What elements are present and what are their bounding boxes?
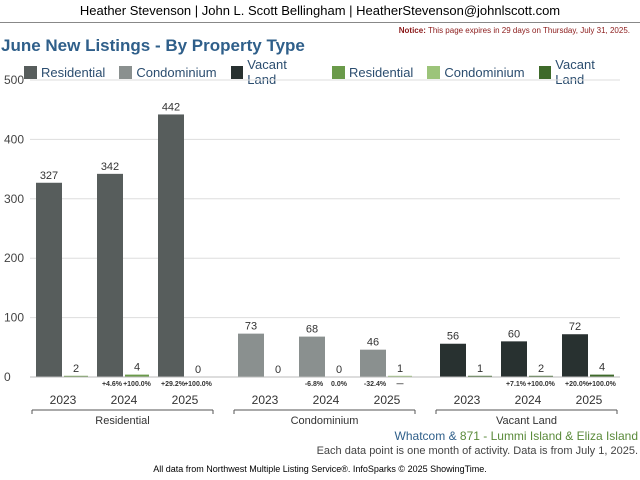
bar-value-label: 4 [134, 362, 140, 374]
legend-label: Condominium [444, 64, 525, 80]
x-tick-year: 2023 [50, 393, 77, 407]
area-primary: Whatcom [394, 429, 446, 443]
legend-label: Residential [349, 64, 414, 80]
bar-value-label: 73 [245, 321, 257, 333]
pct-change-label: 0.0% [331, 381, 348, 388]
bar-value-label: 56 [447, 331, 459, 343]
legend-swatch [332, 65, 345, 79]
bar-value-label: 327 [40, 170, 58, 182]
bar-secondary [590, 374, 614, 377]
bar-primary [97, 173, 123, 377]
expiry-notice: Notice: This page expires in 29 days on … [399, 26, 630, 35]
bar-primary [440, 343, 466, 377]
bar-value-label: 442 [162, 101, 180, 113]
legend-item[interactable]: Condominium [427, 57, 525, 87]
x-tick-year: 2024 [111, 393, 138, 407]
bar-value-label: 1 [397, 363, 403, 375]
legend-item[interactable]: Residential [24, 57, 105, 87]
bar-value-label: 342 [101, 161, 119, 173]
legend-swatch [24, 65, 37, 79]
bar-value-label: 4 [599, 362, 605, 374]
pct-change-label: -6.8% [305, 381, 324, 388]
area-secondary: 871 - Lummi Island & Eliza Island [459, 429, 638, 443]
group-label: Condominium [291, 415, 359, 427]
page-header: Heather Stevenson | John L. Scott Bellin… [0, 0, 640, 23]
y-tick-label: 200 [4, 251, 24, 265]
legend-item[interactable]: Condominium [119, 57, 217, 87]
bar-secondary [529, 375, 553, 377]
x-tick-year: 2023 [252, 393, 279, 407]
pct-change-label: +7.1% [506, 381, 527, 388]
y-tick-label: 300 [4, 192, 24, 206]
pct-change-label: +29.2% [161, 381, 186, 388]
legend-label: Condominium [136, 64, 217, 80]
group-label: Vacant Land [496, 415, 557, 427]
bar-value-label: 46 [367, 337, 379, 349]
bar-value-label: 0 [195, 364, 201, 376]
bar-primary [360, 349, 386, 377]
legend-item[interactable]: Residential [332, 57, 413, 87]
bar-secondary [64, 375, 88, 377]
x-tick-year: 2025 [172, 393, 199, 407]
area-label: Whatcom & 871 - Lummi Island & Eliza Isl… [395, 429, 638, 443]
bar-primary [36, 182, 62, 377]
bar-value-label: 1 [477, 363, 483, 375]
legend-swatch [538, 65, 552, 79]
bar-value-label: 72 [569, 321, 581, 333]
bar-value-label: 60 [508, 328, 520, 340]
bar-value-label: 2 [73, 363, 79, 375]
bar-primary [562, 334, 588, 377]
y-tick-label: 400 [4, 132, 24, 146]
bar-primary [238, 333, 264, 377]
legend-swatch [230, 65, 244, 79]
legend-swatch [119, 65, 133, 79]
bar-secondary [388, 375, 412, 377]
pct-change-label: -32.4% [364, 381, 387, 388]
pct-change-label: +100.0% [588, 381, 617, 388]
bar-value-label: 0 [336, 364, 342, 376]
bar-value-label: 68 [306, 324, 318, 336]
pct-change-label: +20.0% [565, 381, 590, 388]
x-tick-year: 2025 [576, 393, 603, 407]
bar-primary [501, 341, 527, 377]
bar-secondary [125, 374, 149, 377]
area-join: & [445, 429, 460, 443]
pct-change-label: +100.0% [184, 381, 213, 388]
group-label: Residential [95, 415, 149, 427]
bar-primary [158, 114, 184, 377]
agent-contact-line: Heather Stevenson | John L. Scott Bellin… [79, 3, 561, 18]
pct-change-label: — [397, 381, 404, 388]
x-tick-year: 2025 [374, 393, 401, 407]
pct-change-label: +100.0% [123, 381, 152, 388]
y-tick-label: 0 [4, 370, 11, 384]
legend-label: Residential [41, 64, 106, 80]
bar-value-label: 2 [538, 363, 544, 375]
notice-label: Notice: [398, 26, 426, 35]
pct-change-label: +4.6% [102, 381, 123, 388]
legend-swatch [427, 65, 441, 79]
y-tick-label: 100 [4, 311, 24, 325]
notice-text: This page expires in 29 days on Thursday… [425, 26, 630, 35]
x-tick-year: 2024 [515, 393, 542, 407]
bar-primary [299, 336, 325, 377]
bar-secondary [468, 375, 492, 377]
data-credits: All data from Northwest Multiple Listing… [153, 464, 487, 474]
y-tick-label: 500 [4, 73, 24, 87]
x-tick-year: 2024 [313, 393, 340, 407]
data-footnote: Each data point is one month of activity… [316, 445, 638, 457]
bar-value-label: 0 [275, 364, 281, 376]
chart-title: June New Listings - By Property Type [1, 36, 305, 55]
chart-legend: Residential Condominium Vacant Land Resi… [24, 57, 640, 87]
pct-change-label: +100.0% [527, 381, 556, 388]
x-tick-year: 2023 [454, 393, 481, 407]
